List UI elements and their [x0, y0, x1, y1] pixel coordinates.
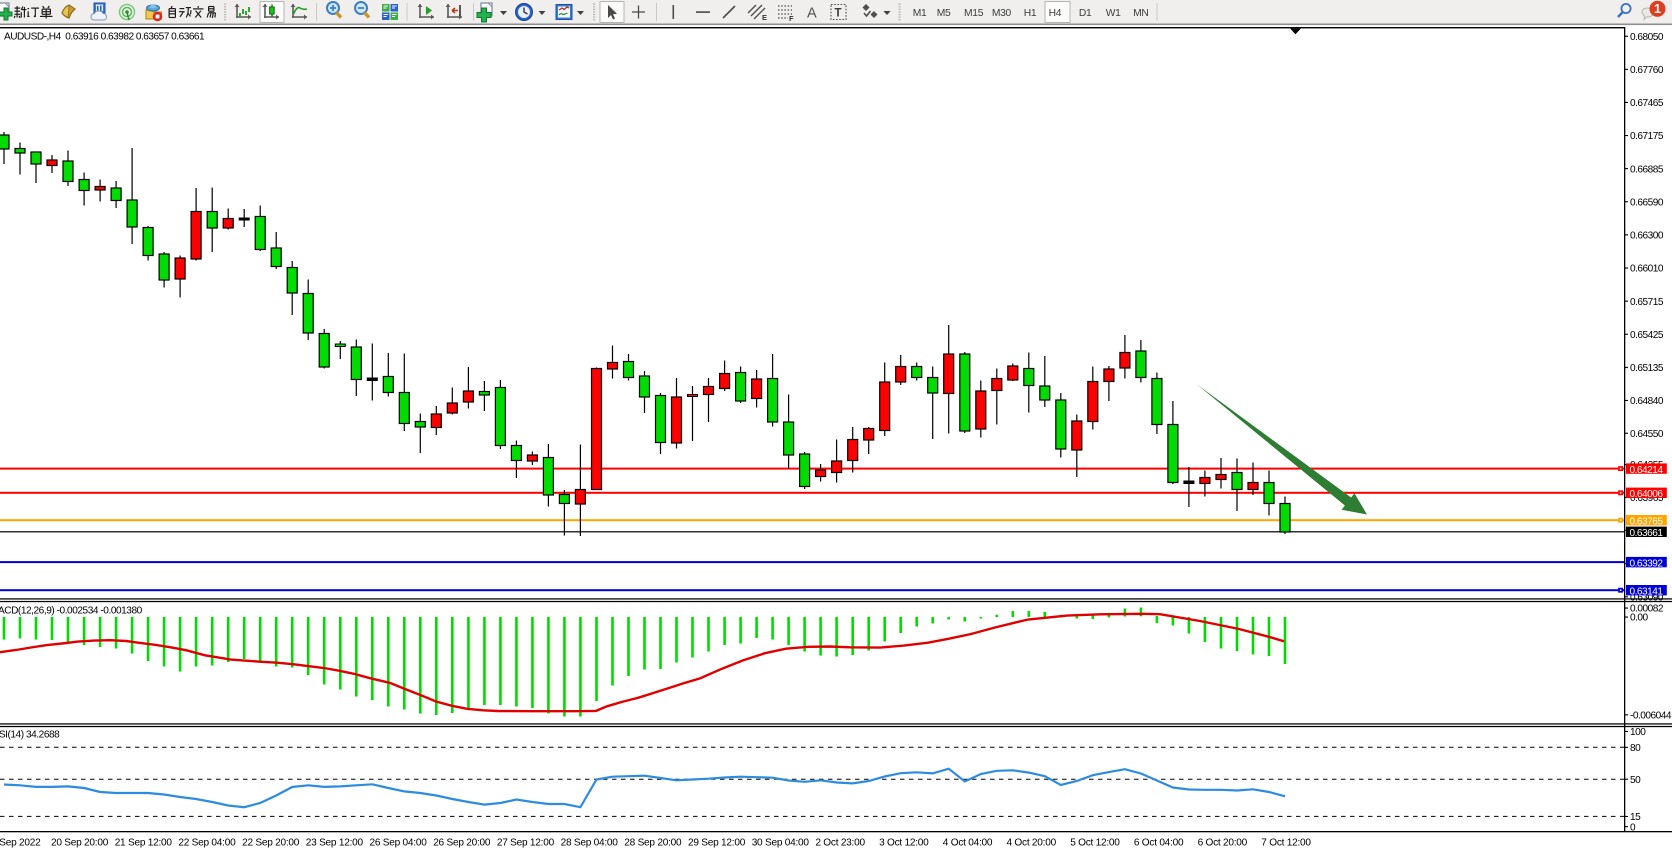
svg-text:22 Sep 04:00: 22 Sep 04:00 — [178, 838, 236, 849]
svg-text:7 Oct 12:00: 7 Oct 12:00 — [1261, 838, 1311, 849]
svg-text:2 Oct 23:00: 2 Oct 23:00 — [815, 838, 865, 849]
svg-text:100: 100 — [1630, 727, 1646, 738]
svg-text:0.68050: 0.68050 — [1630, 32, 1664, 43]
svg-text:0.64550: 0.64550 — [1630, 429, 1664, 440]
svg-text:W1: W1 — [1106, 8, 1121, 19]
svg-text:22 Sep 20:00: 22 Sep 20:00 — [242, 838, 300, 849]
svg-text:28 Sep 04:00: 28 Sep 04:00 — [561, 838, 619, 849]
svg-text:0.66590: 0.66590 — [1630, 197, 1664, 208]
svg-text:26 Sep 04:00: 26 Sep 04:00 — [370, 838, 428, 849]
svg-text:27 Sep 12:00: 27 Sep 12:00 — [497, 838, 555, 849]
svg-text:AUDUSD-,H4 0.63916 0.63982 0.: AUDUSD-,H4 0.63916 0.63982 0.63657 0.636… — [4, 32, 205, 43]
svg-text:0.66010: 0.66010 — [1630, 264, 1664, 275]
svg-text:H1: H1 — [1024, 8, 1037, 19]
svg-text:0.67760: 0.67760 — [1630, 65, 1664, 76]
svg-text:D1: D1 — [1079, 8, 1092, 19]
svg-text:0.66300: 0.66300 — [1630, 231, 1664, 242]
svg-text:0.67465: 0.67465 — [1630, 98, 1664, 109]
svg-text:19 Sep 2022: 19 Sep 2022 — [0, 838, 41, 849]
svg-text:0.65135: 0.65135 — [1630, 363, 1664, 374]
svg-text:0.65425: 0.65425 — [1630, 330, 1664, 341]
svg-text:0.63392: 0.63392 — [1630, 558, 1664, 569]
svg-text:0.63765: 0.63765 — [1630, 517, 1664, 528]
svg-text:H4: H4 — [1049, 8, 1062, 19]
svg-text:M15: M15 — [964, 8, 984, 19]
svg-text:0: 0 — [1630, 822, 1636, 833]
svg-text:20 Sep 20:00: 20 Sep 20:00 — [51, 838, 109, 849]
svg-text:M30: M30 — [992, 8, 1012, 19]
svg-text:-0.006044: -0.006044 — [1630, 711, 1672, 722]
svg-text:3 Oct 12:00: 3 Oct 12:00 — [879, 838, 929, 849]
svg-text:26 Sep 20:00: 26 Sep 20:00 — [433, 838, 491, 849]
svg-text:0.64214: 0.64214 — [1630, 465, 1664, 476]
svg-text:0.00: 0.00 — [1630, 613, 1649, 624]
svg-text:50: 50 — [1630, 775, 1641, 786]
svg-text:M1: M1 — [913, 8, 927, 19]
svg-text:29 Sep 12:00: 29 Sep 12:00 — [688, 838, 746, 849]
svg-text:21 Sep 12:00: 21 Sep 12:00 — [115, 838, 173, 849]
svg-text:4 Oct 04:00: 4 Oct 04:00 — [943, 838, 993, 849]
svg-text:M5: M5 — [937, 8, 951, 19]
svg-text:RSI(14) 34.2688: RSI(14) 34.2688 — [0, 730, 60, 741]
svg-text:0.63141: 0.63141 — [1630, 587, 1664, 598]
svg-text:15: 15 — [1630, 812, 1641, 823]
svg-text:30 Sep 04:00: 30 Sep 04:00 — [752, 838, 810, 849]
svg-text:6 Oct 04:00: 6 Oct 04:00 — [1134, 838, 1184, 849]
svg-text:0.66885: 0.66885 — [1630, 164, 1664, 175]
svg-text:4 Oct 20:00: 4 Oct 20:00 — [1007, 838, 1057, 849]
svg-text:MACD(12,26,9) -0.002534 -0.001: MACD(12,26,9) -0.002534 -0.001380 — [0, 606, 143, 617]
svg-text:0.65715: 0.65715 — [1630, 297, 1664, 308]
svg-text:T: T — [835, 8, 842, 20]
svg-text:5 Oct 12:00: 5 Oct 12:00 — [1070, 838, 1120, 849]
svg-text:0.64840: 0.64840 — [1630, 396, 1664, 407]
svg-text:MN: MN — [1133, 8, 1148, 19]
svg-text:0.63965: 0.63965 — [1630, 493, 1664, 504]
svg-text:0.00082: 0.00082 — [1630, 604, 1664, 615]
svg-text:6 Oct 20:00: 6 Oct 20:00 — [1198, 838, 1248, 849]
svg-text:28 Sep 20:00: 28 Sep 20:00 — [624, 838, 682, 849]
svg-text:A: A — [807, 6, 817, 22]
svg-text:23 Sep 12:00: 23 Sep 12:00 — [306, 838, 364, 849]
svg-text:0.63090: 0.63090 — [1630, 593, 1664, 604]
svg-text:80: 80 — [1630, 743, 1641, 754]
svg-text:0.64006: 0.64006 — [1630, 489, 1664, 500]
svg-text:F: F — [789, 14, 794, 23]
svg-text:E: E — [762, 13, 767, 22]
svg-text:0.67175: 0.67175 — [1630, 131, 1664, 142]
svg-text:0.63661: 0.63661 — [1630, 528, 1664, 539]
svg-text:1: 1 — [1654, 2, 1661, 16]
